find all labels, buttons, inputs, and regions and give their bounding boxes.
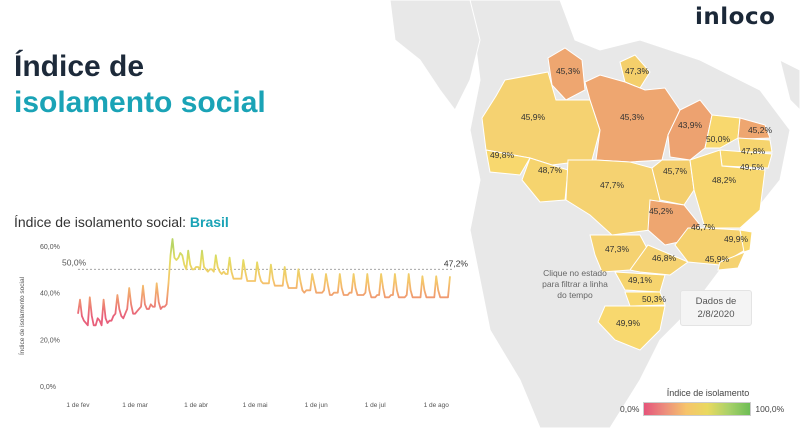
state-value-label-go: 45,2% [649, 206, 674, 216]
data-date-label: Dados de [695, 296, 737, 307]
state-value-label-rj: 45,9% [705, 254, 730, 264]
state-value-label-ac: 49,8% [490, 150, 515, 160]
reference-line-label: 50,0% [62, 257, 87, 267]
state-value-label-mt: 47,7% [600, 180, 625, 190]
y-tick-label: 40,0% [40, 291, 60, 298]
state-value-label-sp: 46,8% [652, 253, 677, 263]
y-axis-title: Índice de isolamento social [17, 276, 26, 355]
state-value-label-am: 45,9% [521, 112, 546, 122]
state-rj[interactable] [717, 251, 746, 271]
legend-title: Índice de isolamento [666, 388, 750, 398]
state-value-label-sc: 50,3% [642, 294, 667, 304]
state-value-label-rs: 49,9% [616, 318, 641, 328]
inloco-logo: inloco [695, 4, 776, 30]
state-value-label-ro: 48,7% [538, 165, 563, 175]
state-ac[interactable] [485, 149, 531, 176]
x-tick-label: 1 de ago [424, 402, 450, 409]
state-value-label-ce: 50,0% [706, 134, 731, 144]
state-value-label-es: 49,9% [724, 234, 749, 244]
last-value-label: 47,2% [444, 258, 469, 268]
brazil-map: 45,3% 47,3% 45,9% 45,3% 43,9%50,0% 45,2% 49,8%… [389, 0, 800, 428]
state-value-label-rn: 45,2% [748, 125, 773, 135]
y-tick-label: 20,0% [40, 337, 60, 344]
x-tick-label: 1 de fev [66, 402, 90, 409]
state-ba[interactable] [689, 149, 766, 229]
states-layer[interactable] [481, 47, 773, 351]
state-rn[interactable] [737, 117, 771, 140]
state-ma[interactable] [667, 99, 713, 161]
state-sc[interactable] [624, 291, 666, 307]
legend-max-label: 100,0% [755, 404, 785, 414]
state-value-label-ba: 48,2% [712, 175, 737, 185]
state-labels: 45,3% 47,3% 45,9% 45,3% 43,9%50,0% 45,2% 49,8%… [490, 66, 773, 328]
state-value-label-pe: 49,5% [740, 162, 765, 172]
legend-min-label: 0,0% [620, 404, 640, 414]
state-value-label-rr: 45,3% [556, 66, 581, 76]
page-title-line1: Índice de [14, 50, 145, 83]
state-sp[interactable] [629, 244, 690, 276]
y-tick-label: 60,0% [40, 244, 60, 251]
state-es[interactable] [739, 229, 753, 253]
state-value-label-mg: 46,7% [691, 222, 716, 232]
state-value-label-pa: 45,3% [620, 112, 645, 122]
state-pb[interactable] [737, 137, 773, 153]
state-rs[interactable] [597, 305, 666, 351]
state-value-label-ms: 47,3% [605, 244, 630, 254]
x-tick-label: 1 de jun [305, 402, 329, 409]
y-ticks: 0,0% 20,0% 40,0% 60,0% [40, 244, 60, 391]
legend-gradient-bar [643, 402, 752, 416]
x-tick-label: 1 de mar [122, 402, 148, 409]
state-value-label-to: 45,7% [663, 166, 688, 176]
map-instruction-note: Clique no estado para filtrar a linha do… [542, 268, 608, 300]
state-value-label-pb: 47,8% [741, 146, 766, 156]
state-ap[interactable] [619, 54, 651, 89]
state-ce[interactable] [704, 114, 741, 149]
chart-heading: Índice de isolamento social: Brasil [14, 214, 229, 230]
color-legend: Índice de isolamento 0,0% 100,0% [620, 388, 796, 416]
x-tick-label: 1 de mai [243, 402, 268, 409]
chart-heading-region: Brasil [189, 214, 229, 230]
state-value-label-ap: 47,3% [625, 66, 650, 76]
state-value-label-pr: 49,1% [628, 275, 653, 285]
x-ticks: 1 de fev 1 de mar 1 de abr 1 de mai 1 de jun… [66, 402, 449, 409]
state-value-label-ma: 43,9% [678, 120, 703, 130]
isolation-line-chart[interactable]: Índice de isolamento social 0,0% 20,0% 40,… [14, 236, 474, 414]
data-date-value: 2/8/2020 [697, 309, 735, 320]
state-ro[interactable] [521, 157, 569, 203]
series-line-brasil [77, 238, 451, 327]
y-tick-label: 0,0% [40, 384, 56, 391]
x-tick-label: 1 de jul [365, 402, 387, 409]
data-date-box: Dados de 2/8/2020 [680, 290, 752, 326]
page-title-line2: isolamento social [14, 86, 266, 119]
x-tick-label: 1 de abr [184, 402, 209, 409]
chart-heading-prefix: Índice de isolamento social: [14, 214, 186, 230]
